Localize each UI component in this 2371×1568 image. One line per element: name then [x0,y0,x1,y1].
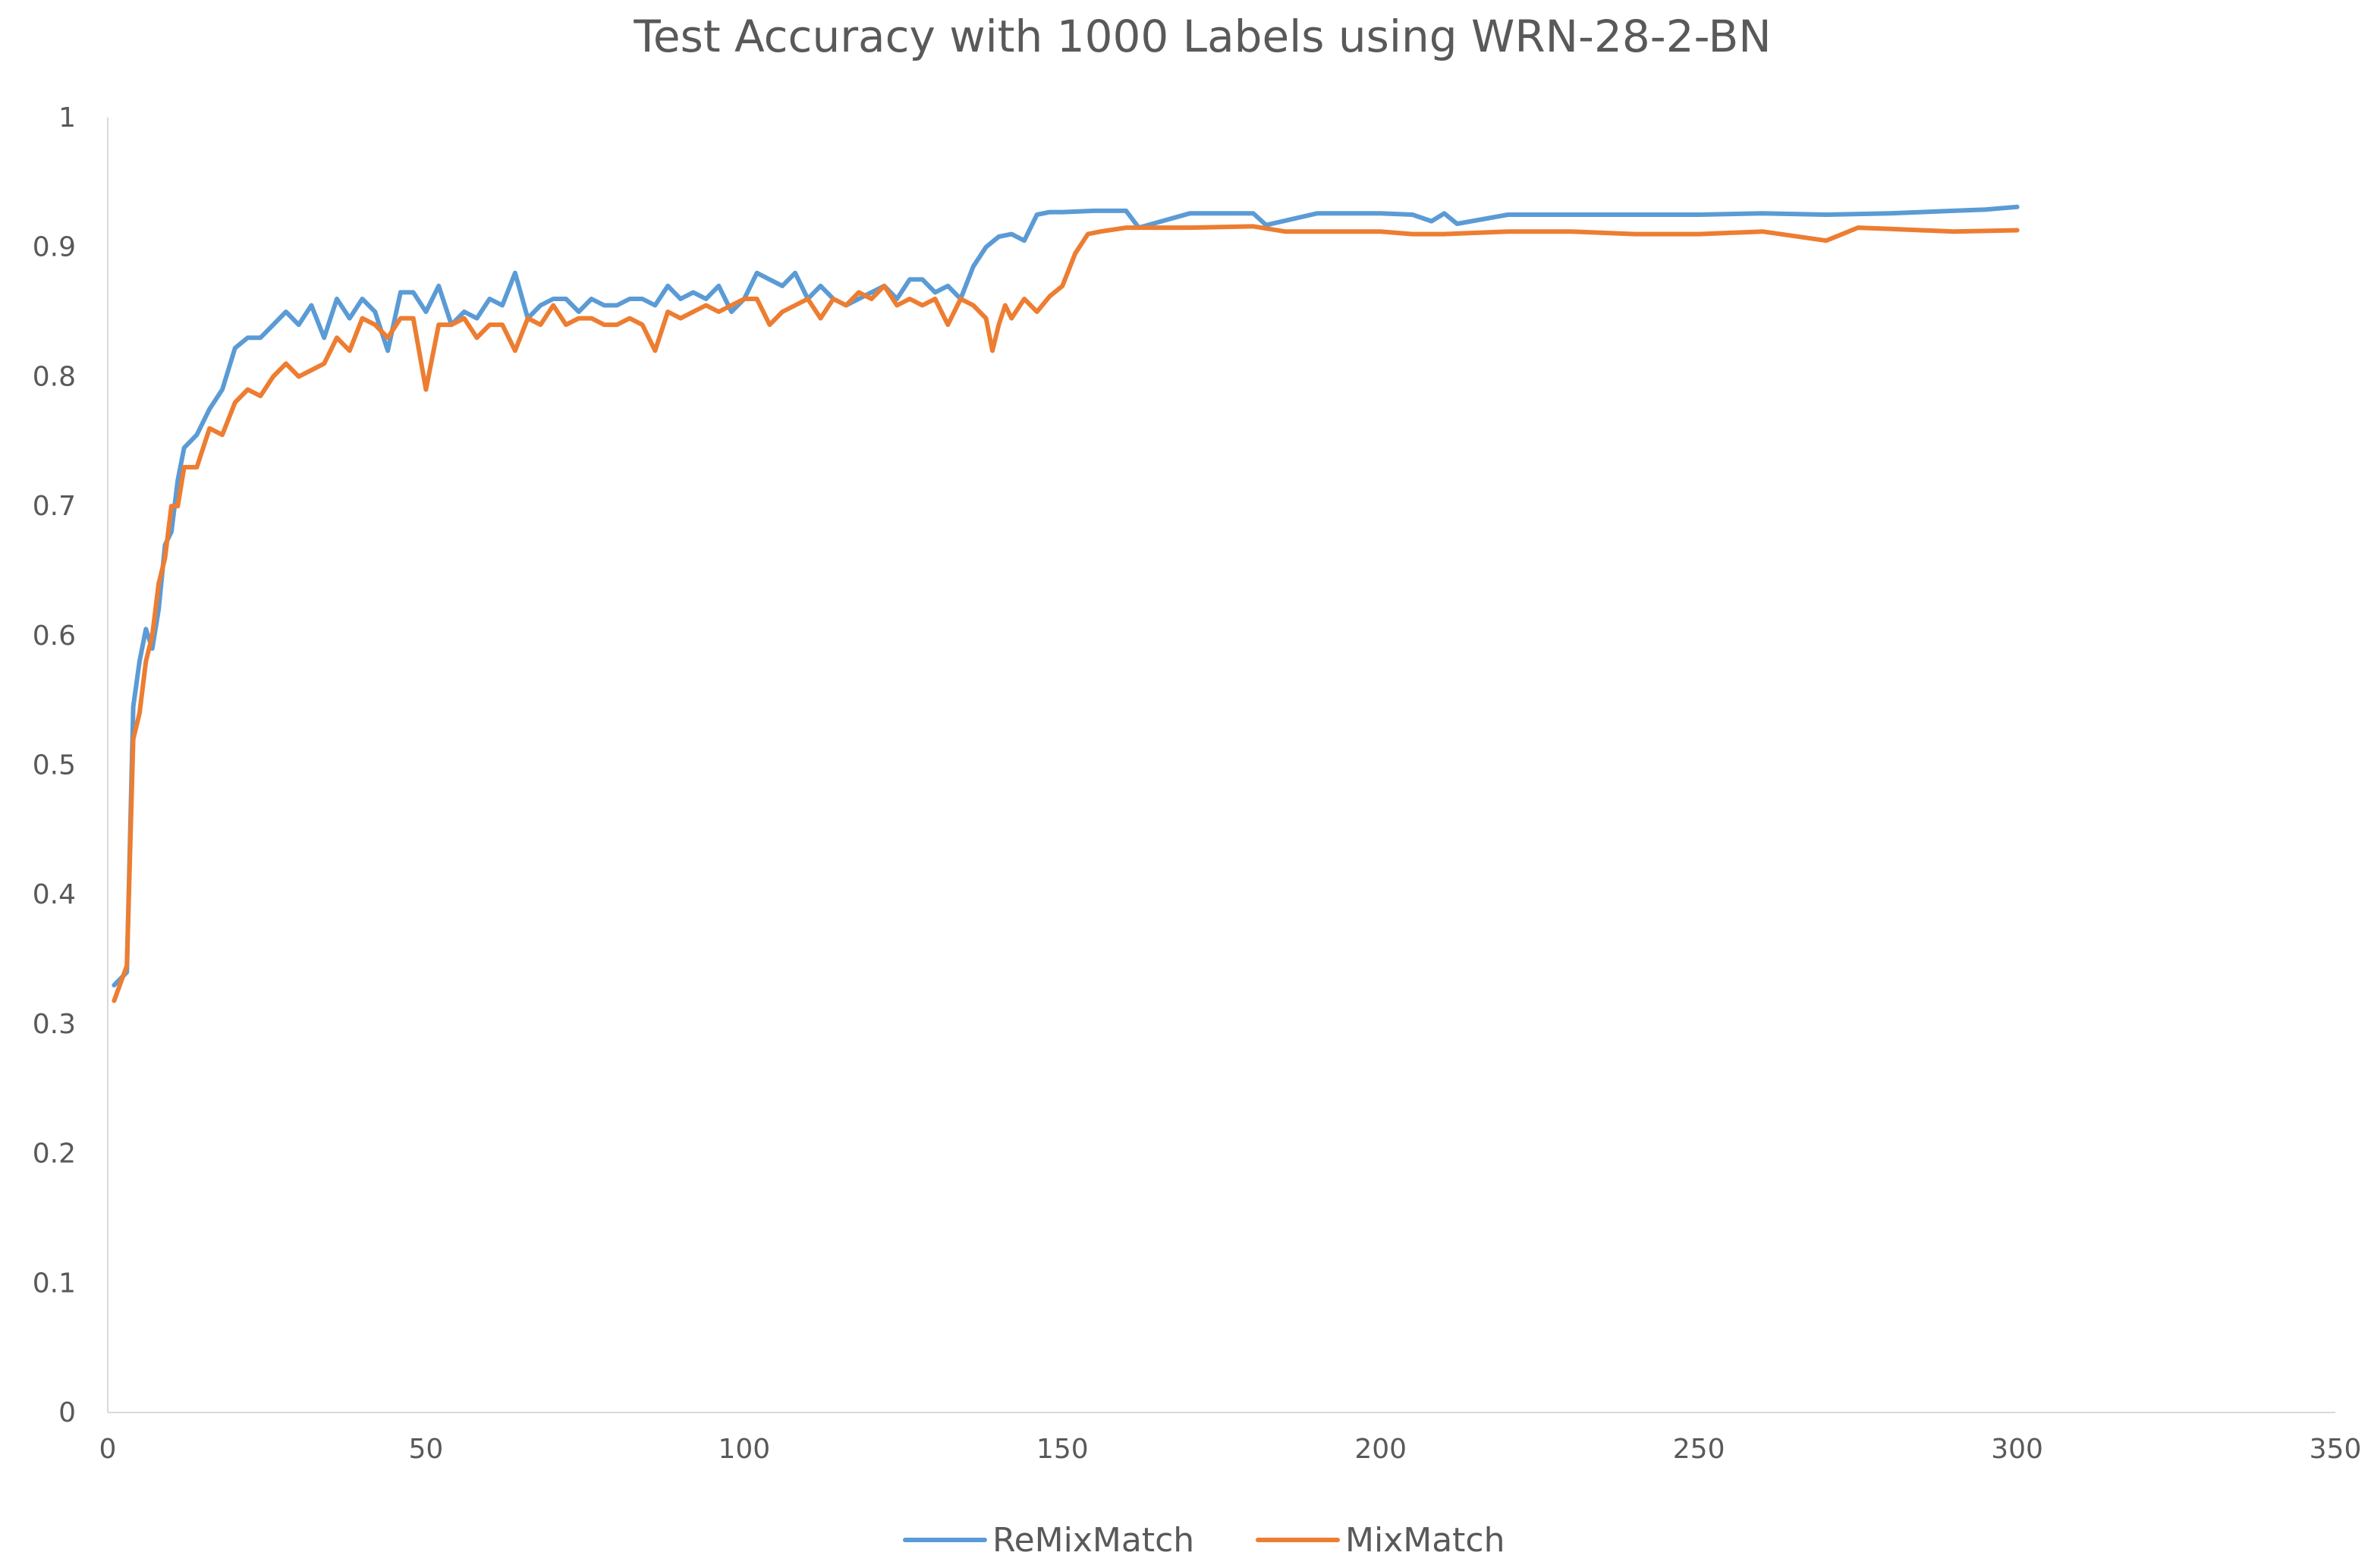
x-tick-label: 50 [409,1434,444,1465]
series-line-remixmatch [112,204,2020,988]
y-tick-label: 0.7 [33,491,76,522]
x-tick-label: 350 [2310,1434,2362,1465]
y-tick-label: 0.4 [33,879,76,910]
y-tick-label: 0.1 [33,1268,76,1299]
x-tick-label: 0 [99,1434,117,1465]
legend-label-mixmatch: MixMatch [1345,1521,1505,1560]
x-tick-label: 300 [1991,1434,2043,1465]
chart-title: Test Accuracy with 1000 Labels using WRN… [633,11,1771,62]
x-tick-label: 150 [1036,1434,1089,1465]
legend: ReMixMatch MixMatch [903,1521,1505,1560]
series-line-mixmatch [112,224,2020,1004]
y-tick-label: 0.2 [33,1139,76,1170]
y-tick-label: 0.5 [33,750,76,781]
series-group [112,204,2020,1004]
y-tick-label: 0.6 [33,621,76,652]
y-tick-label: 1 [58,102,76,134]
y-tick-label: 0.9 [33,232,76,263]
x-tick-label: 250 [1673,1434,1725,1465]
y-tick-label: 0.8 [33,361,76,392]
y-tick-label: 0.3 [33,1009,76,1040]
axes: 0 0.1 0.2 0.3 0.4 0.5 0.6 0.7 0.8 0.9 1 0 50 100 150 20… [33,102,2362,1465]
x-tick-label: 200 [1354,1434,1407,1465]
x-tick-label: 100 [718,1434,770,1465]
legend-label-remixmatch: ReMixMatch [992,1521,1194,1560]
y-tick-label: 0 [58,1397,76,1428]
